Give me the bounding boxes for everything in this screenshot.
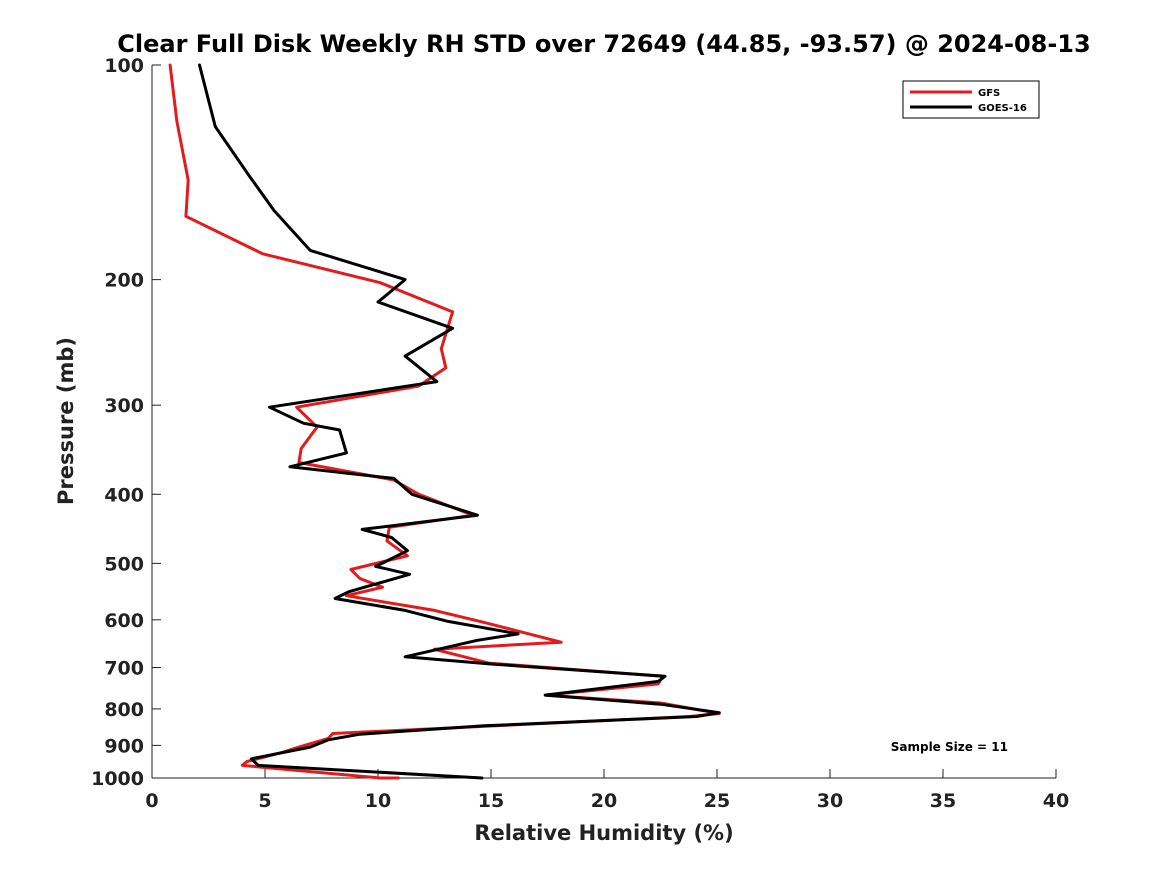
x-tick-label: 30 (817, 790, 843, 812)
x-tick-label: 15 (478, 790, 504, 812)
x-tick-label: 0 (145, 790, 158, 812)
y-axis-label: Pressure (mb) (54, 337, 78, 505)
chart-title: Clear Full Disk Weekly RH STD over 72649… (117, 30, 1090, 58)
x-tick-label: 25 (704, 790, 730, 812)
y-tick-label: 1000 (91, 768, 144, 790)
legend-label-goes16: GOES-16 (978, 103, 1027, 114)
x-tick-label: 20 (591, 790, 617, 812)
series-line-goes-16 (198, 63, 721, 780)
y-tick-label: 100 (104, 55, 144, 77)
x-tick-label: 5 (258, 790, 271, 812)
y-tick-label: 900 (104, 735, 144, 757)
series-line-gfs (168, 63, 721, 780)
y-tick-label: 600 (104, 610, 144, 632)
y-axis: 100 200 300 400 500 600 700 800 900 1000 (91, 55, 161, 790)
legend: GFS GOES-16 (902, 80, 1040, 119)
y-tick-label: 300 (104, 395, 144, 417)
y-tick-label: 500 (104, 553, 144, 575)
x-axis-label: Relative Humidity (%) (474, 821, 733, 845)
series-layer (168, 63, 721, 780)
y-tick-label: 400 (104, 484, 144, 506)
sample-size-annotation: Sample Size = 11 (891, 740, 1008, 754)
x-axis: 0 5 10 15 20 25 30 35 40 (145, 769, 1069, 812)
x-tick-label: 40 (1043, 790, 1069, 812)
legend-label-gfs: GFS (978, 88, 1000, 99)
x-tick-label: 10 (365, 790, 391, 812)
y-tick-label: 700 (104, 658, 144, 680)
legend-box (902, 80, 1040, 119)
y-tick-label: 800 (104, 699, 144, 721)
y-tick-label: 200 (104, 270, 144, 292)
x-tick-label: 35 (930, 790, 956, 812)
